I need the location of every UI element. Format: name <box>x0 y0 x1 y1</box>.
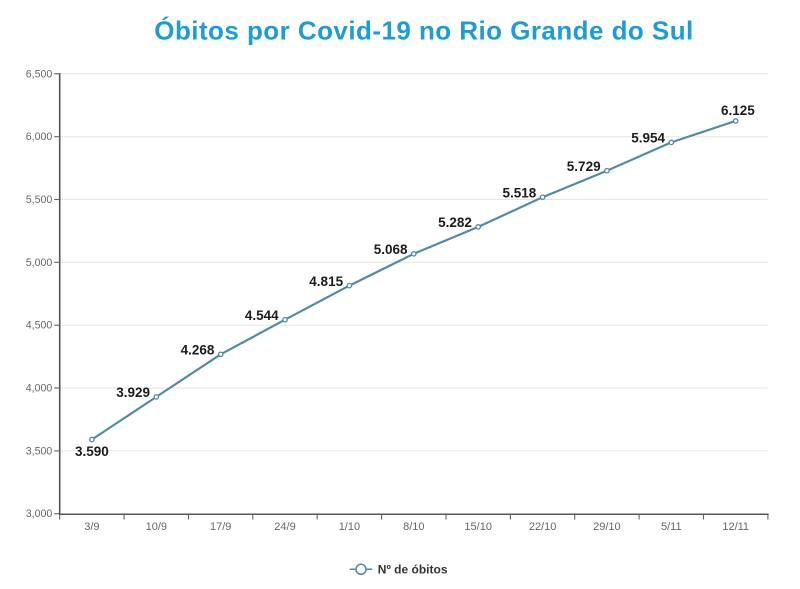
svg-text:15/10: 15/10 <box>464 521 492 533</box>
svg-text:4.268: 4.268 <box>181 343 215 358</box>
svg-text:6,000: 6,000 <box>26 131 53 143</box>
svg-text:4,500: 4,500 <box>26 320 53 332</box>
svg-text:5.954: 5.954 <box>631 131 665 146</box>
svg-text:5/11: 5/11 <box>661 521 682 533</box>
svg-text:3.929: 3.929 <box>116 385 150 400</box>
svg-text:3/9: 3/9 <box>84 521 99 533</box>
svg-text:24/9: 24/9 <box>274 521 295 533</box>
svg-text:5.729: 5.729 <box>567 159 601 174</box>
svg-text:4.544: 4.544 <box>245 308 279 323</box>
svg-text:29/10: 29/10 <box>593 521 621 533</box>
svg-text:17/9: 17/9 <box>210 521 231 533</box>
svg-text:5.068: 5.068 <box>374 242 408 257</box>
svg-text:5.282: 5.282 <box>438 215 472 230</box>
svg-text:1/10: 1/10 <box>339 521 360 533</box>
svg-text:3.590: 3.590 <box>75 444 109 459</box>
svg-text:4,000: 4,000 <box>26 383 53 395</box>
svg-text:10/9: 10/9 <box>146 521 167 533</box>
svg-text:5,000: 5,000 <box>26 257 53 269</box>
svg-text:6,500: 6,500 <box>26 68 53 80</box>
svg-text:Nº de óbitos: Nº de óbitos <box>378 563 448 577</box>
svg-text:5.518: 5.518 <box>503 185 537 200</box>
svg-text:12/11: 12/11 <box>722 521 749 533</box>
svg-text:22/10: 22/10 <box>529 521 557 533</box>
svg-text:3,000: 3,000 <box>26 508 53 520</box>
svg-text:3,500: 3,500 <box>26 445 53 457</box>
svg-text:4.815: 4.815 <box>309 274 343 289</box>
svg-text:8/10: 8/10 <box>403 521 424 533</box>
svg-text:5,500: 5,500 <box>26 194 53 206</box>
svg-text:Óbitos por Covid-19 no Rio Gra: Óbitos por Covid-19 no Rio Grande do Sul <box>154 16 693 46</box>
svg-text:6.125: 6.125 <box>721 103 755 118</box>
